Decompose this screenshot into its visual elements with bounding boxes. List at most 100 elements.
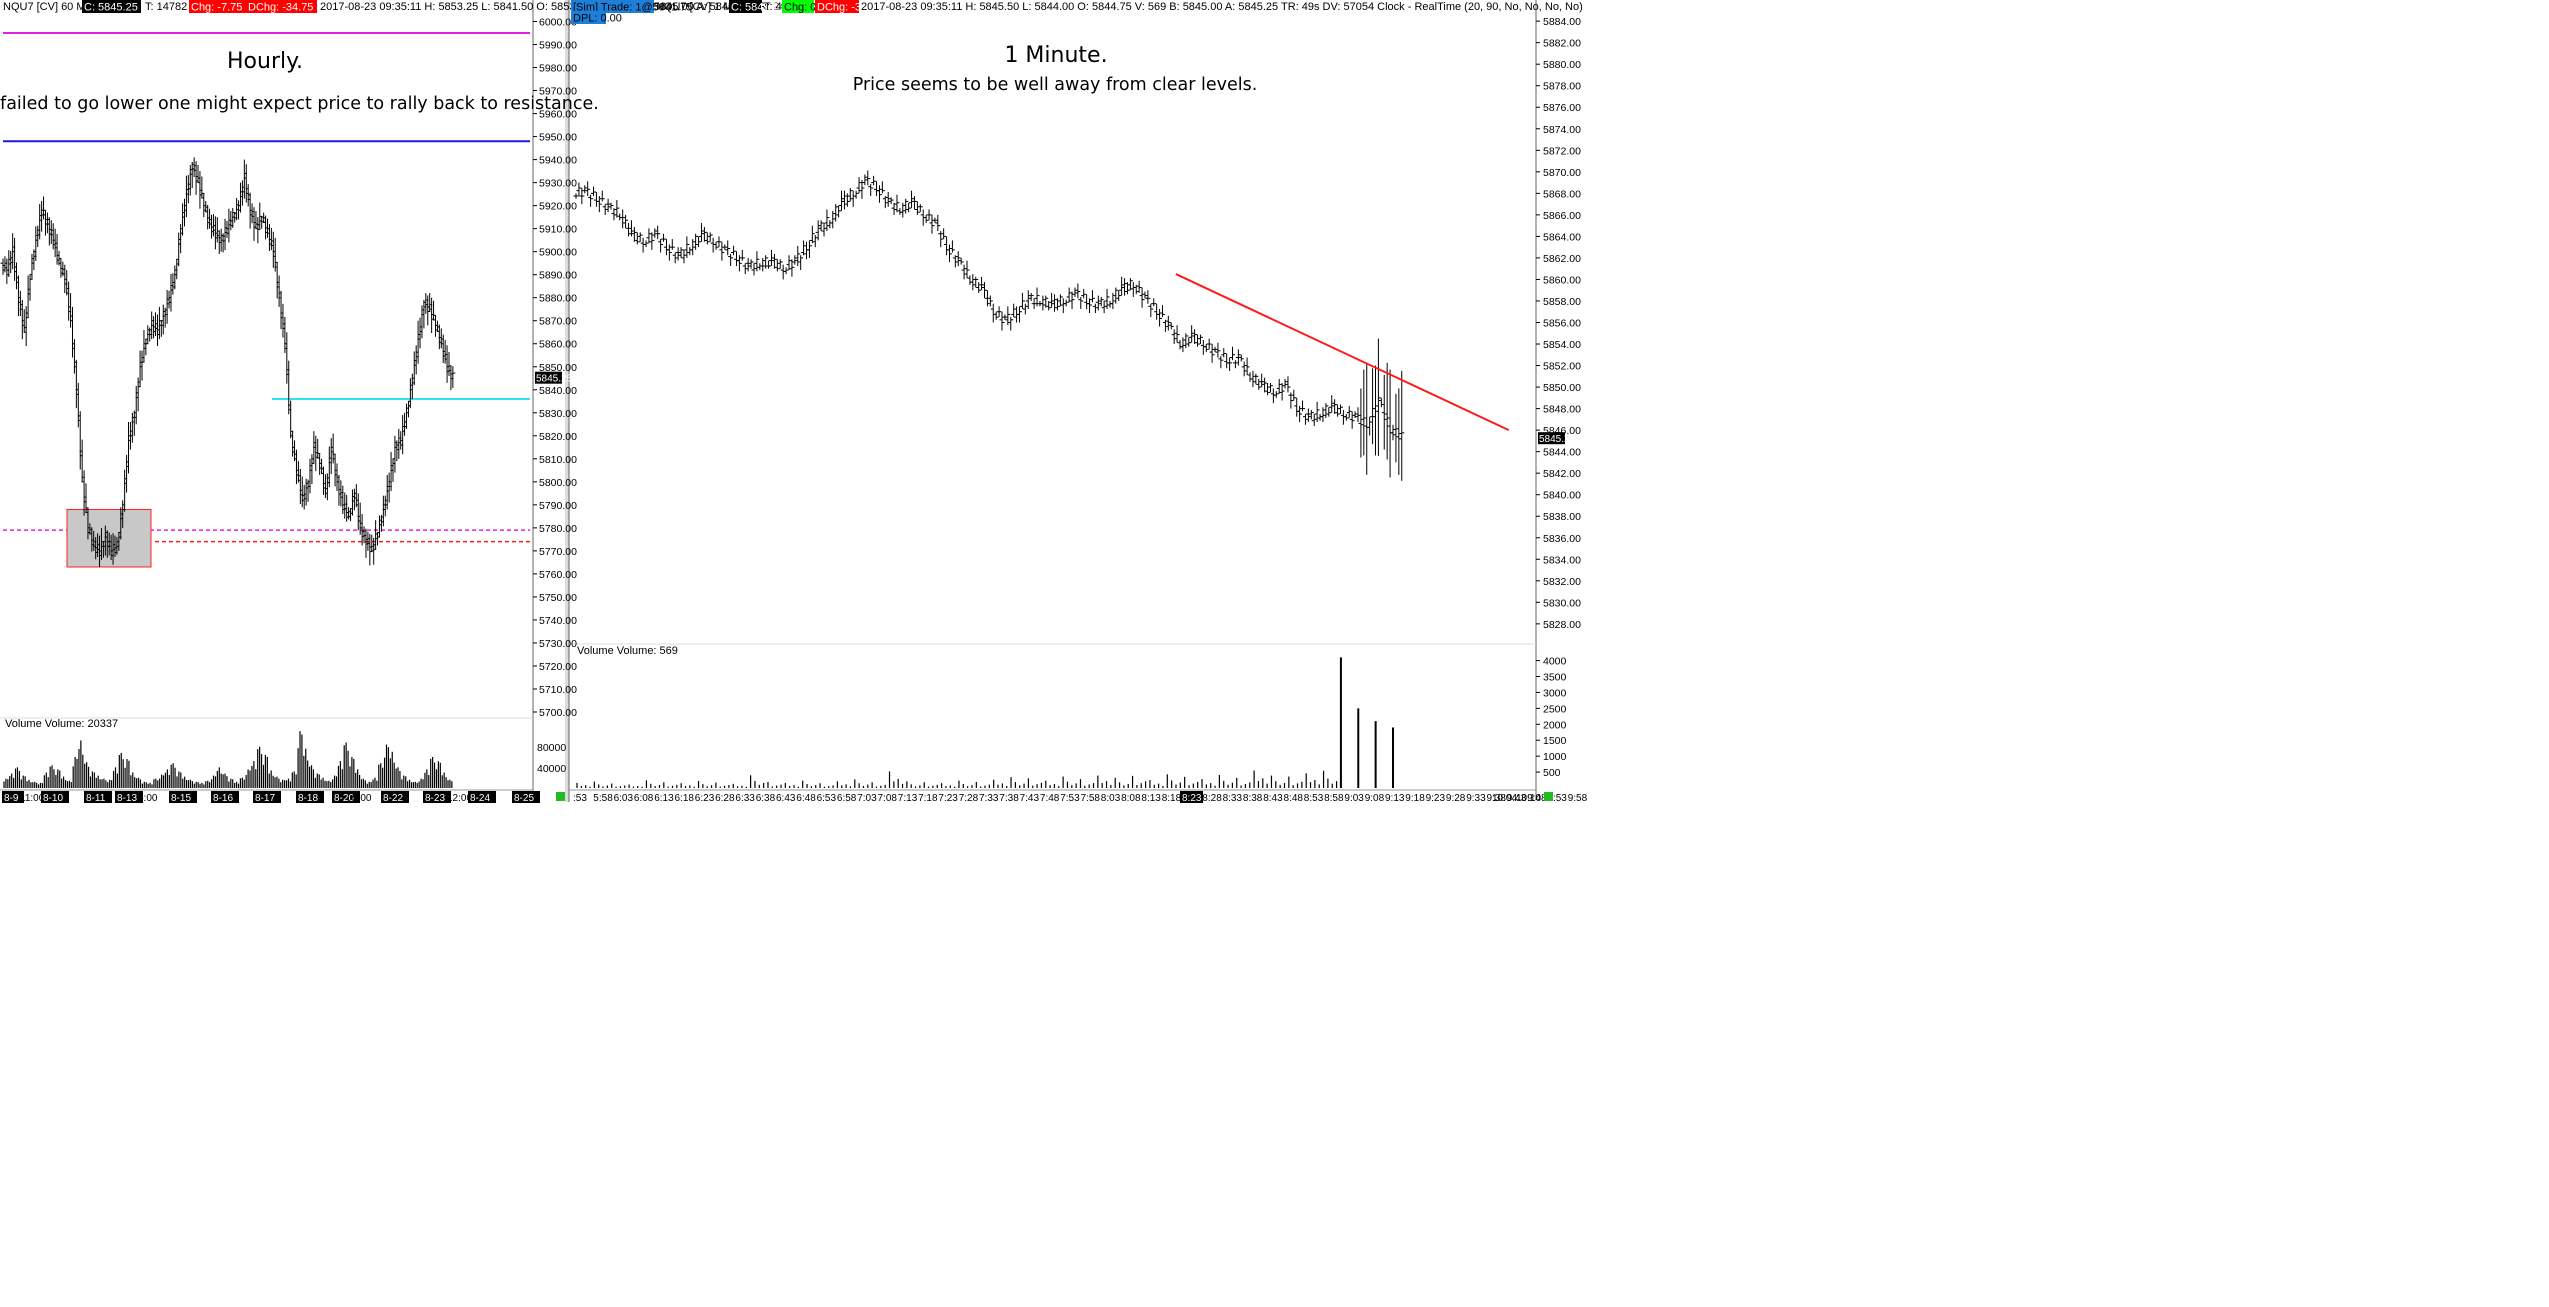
price-bar bbox=[1095, 295, 1101, 311]
price-bar bbox=[844, 193, 850, 207]
left-close-badge: C: 5845.25 bbox=[82, 0, 141, 14]
left-dchg-badge: DChg: -34.75 bbox=[246, 0, 317, 14]
right-status-square[interactable] bbox=[1544, 792, 1553, 801]
right-header-stats: 2017-08-23 09:35:11 H: 5845.50 L: 5844.0… bbox=[861, 1, 1583, 13]
price-bar bbox=[1256, 379, 1262, 390]
price-bar bbox=[830, 210, 836, 229]
right-time-tick: 7:08 bbox=[878, 793, 898, 804]
price-bar bbox=[731, 245, 737, 256]
panel-splitter[interactable] bbox=[565, 0, 569, 802]
right-time-tick: 6:58 bbox=[837, 793, 857, 804]
price-bar bbox=[1034, 287, 1040, 307]
price-bar bbox=[774, 259, 780, 272]
price-bar bbox=[938, 231, 944, 248]
right-price-tick: 5844.00 bbox=[1543, 447, 1581, 459]
right-volume-bars bbox=[576, 657, 1394, 788]
right-volume-tick: 2000 bbox=[1543, 719, 1567, 731]
right-time-tick: 8:33 bbox=[1223, 793, 1243, 804]
price-bar bbox=[1352, 411, 1358, 419]
price-bar bbox=[1145, 290, 1151, 304]
price-bar bbox=[1189, 325, 1195, 343]
price-bar bbox=[1052, 294, 1058, 312]
price-bar bbox=[801, 240, 807, 256]
right-price-tick: 5840.00 bbox=[1543, 490, 1581, 502]
right-time-tick: 7:33 bbox=[979, 793, 999, 804]
price-bar bbox=[976, 282, 982, 293]
right-time-tick: 5:58 bbox=[593, 793, 613, 804]
price-bar bbox=[1197, 334, 1203, 345]
price-bar bbox=[593, 192, 599, 207]
price-bar bbox=[1005, 306, 1011, 326]
price-bar bbox=[602, 204, 608, 215]
price-bar bbox=[1288, 392, 1294, 409]
left-price-tick: 5740.00 bbox=[539, 615, 577, 627]
price-bar bbox=[1343, 413, 1349, 421]
price-bar bbox=[1089, 290, 1095, 303]
price-bar bbox=[1320, 407, 1326, 423]
price-bar bbox=[1230, 346, 1236, 361]
price-bar bbox=[1393, 393, 1399, 463]
price-bar bbox=[768, 249, 774, 266]
left-status-square[interactable] bbox=[556, 792, 565, 801]
left-price-tick: 5940.00 bbox=[539, 155, 577, 167]
left-close-badge-text: C: 5845.25 bbox=[84, 2, 138, 14]
price-bar bbox=[675, 247, 681, 261]
left-date-tick: 11:00 bbox=[20, 793, 45, 804]
right-time-tick: 6:23 bbox=[695, 793, 715, 804]
price-bar bbox=[684, 236, 690, 258]
left-price-tick: 5860.00 bbox=[539, 339, 577, 351]
right-time-tick: 9:58 bbox=[1568, 793, 1588, 804]
price-bar bbox=[1124, 282, 1130, 295]
right-time-tick: 7:03 bbox=[857, 793, 877, 804]
price-bar bbox=[742, 263, 748, 275]
right-time-tick: 9:13 bbox=[1385, 793, 1405, 804]
price-bar bbox=[623, 214, 629, 229]
price-bar bbox=[909, 190, 915, 209]
price-bar bbox=[588, 194, 594, 207]
right-time-tick: 9:33 bbox=[1466, 793, 1486, 804]
price-bar bbox=[733, 251, 739, 266]
price-bar bbox=[1195, 334, 1201, 347]
left-date-badge-bg bbox=[381, 791, 409, 803]
price-bar bbox=[658, 239, 664, 253]
left-date-badge-bg bbox=[41, 791, 69, 803]
price-bar bbox=[1063, 299, 1069, 307]
right-time-tick: 8:18 bbox=[1162, 793, 1182, 804]
price-bar bbox=[1335, 404, 1341, 417]
price-bar bbox=[780, 264, 786, 280]
left-price-axis: 6000.00 5990.00 5980.00 5970.00 5960.00 5950.… bbox=[533, 17, 577, 719]
right-price-tick: 5850.00 bbox=[1543, 382, 1581, 394]
left-price-tick: 5920.00 bbox=[539, 201, 577, 213]
price-bar bbox=[1151, 298, 1157, 307]
right-time-tick: 9:43 bbox=[1507, 793, 1527, 804]
right-volume-label: Volume Volume: 569 bbox=[577, 645, 678, 657]
price-bar bbox=[958, 257, 964, 265]
right-volume-tick: 3000 bbox=[1543, 687, 1567, 699]
right-price-tick: 5836.00 bbox=[1543, 533, 1581, 545]
price-bar bbox=[637, 232, 643, 242]
price-bar bbox=[1294, 397, 1300, 417]
price-bar bbox=[841, 190, 847, 210]
price-bar bbox=[926, 209, 932, 221]
price-bar bbox=[696, 236, 702, 248]
right-price-tick: 5884.00 bbox=[1543, 16, 1581, 28]
right-price-tick: 5876.00 bbox=[1543, 102, 1581, 114]
price-bar bbox=[1218, 356, 1224, 369]
price-bar bbox=[786, 255, 792, 271]
left-price-bars bbox=[0, 157, 456, 567]
price-bar bbox=[865, 170, 871, 186]
right-annotation-text: Price seems to be well away from clear l… bbox=[853, 75, 1258, 95]
left-price-tick: 5760.00 bbox=[539, 569, 577, 581]
price-bar bbox=[970, 274, 976, 291]
left-price-tick: 5820.00 bbox=[539, 431, 577, 443]
price-bar bbox=[1340, 409, 1346, 425]
price-bar bbox=[1168, 322, 1174, 330]
left-date-badge-bg bbox=[115, 791, 143, 803]
price-bar bbox=[725, 240, 731, 256]
price-bar bbox=[1212, 346, 1218, 353]
price-bar bbox=[1130, 282, 1136, 297]
price-bar bbox=[961, 264, 967, 280]
price-bar bbox=[789, 259, 795, 277]
right-dchg-badge: DChg: -34.75 bbox=[815, 0, 882, 14]
